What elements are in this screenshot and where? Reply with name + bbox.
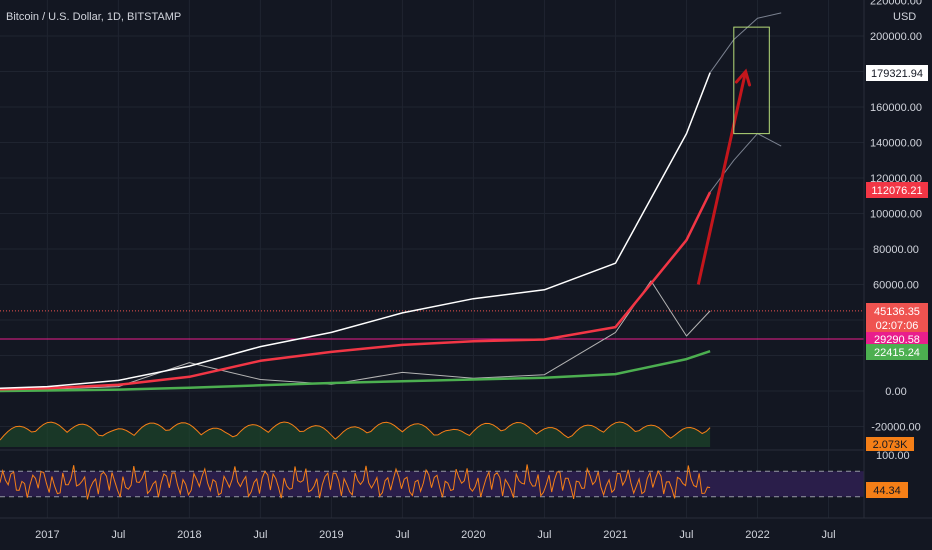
arrow-shaft [696, 71, 748, 285]
oscillator-histogram [0, 422, 711, 447]
time-tick-label: 2020 [461, 529, 485, 541]
mid-band-line [0, 191, 712, 391]
tag-oscillator: 2.073K [866, 437, 914, 451]
time-tick-label: Jul [253, 529, 267, 541]
price-series-line [0, 280, 711, 391]
tag-countdown-text: 02:07:06 [876, 320, 919, 332]
tag-horizontal-level-text: 29290.58 [874, 334, 920, 346]
chart-title: Bitcoin / U.S. Dollar, 1D, BITSTAMP [6, 11, 181, 23]
price-tick-label: 200000.00 [870, 31, 922, 43]
time-tick-label: 2018 [177, 529, 201, 541]
time-tick-label: Jul [679, 529, 693, 541]
series-layer [0, 12, 864, 393]
price-tick-label: -20000.00 [871, 422, 921, 434]
price-tick-label: 160000.00 [870, 102, 922, 114]
tag-upper-band-text: 179321.94 [871, 68, 923, 80]
price-tick-label: 60000.00 [873, 280, 919, 292]
tag-mid-band-text: 112076.21 [871, 185, 922, 197]
time-axis-ticks: 2017 Jul 2018 Jul 2019 Jul 2020 Jul 2021 Jul 2022 J… [35, 529, 835, 541]
price-tick-label: 100000.00 [870, 209, 922, 221]
rsi-line [0, 464, 711, 500]
time-tick-label: 2019 [319, 529, 343, 541]
projection-box [733, 26, 770, 135]
time-tick-label: Jul [395, 529, 409, 541]
tag-rsi-text: 44.34 [873, 485, 901, 497]
time-tick-label: 2017 [35, 529, 59, 541]
tag-mid-band: 112076.21 [866, 182, 928, 198]
price-tick-label: 220000.00 [870, 0, 922, 8]
tag-last-price: 45136.35 02:07:06 [866, 303, 928, 334]
currency-label: USD [893, 11, 916, 23]
time-tick-label: Jul [821, 529, 835, 541]
price-tick-label: 140000.00 [870, 138, 922, 150]
tag-rsi: 44.34 [866, 482, 908, 498]
time-tick-label: 2022 [745, 529, 769, 541]
tag-last-price-text: 45136.35 [874, 306, 920, 318]
oscillator-line [0, 421, 711, 441]
price-tick-label: 80000.00 [873, 244, 919, 256]
tag-upper-band: 179321.94 [866, 65, 928, 81]
time-tick-label: Jul [537, 529, 551, 541]
tag-oscillator-text: 2.073K [873, 439, 909, 451]
rsi-pane [0, 464, 864, 500]
time-tick-label: Jul [111, 529, 125, 541]
oscillator-pane [0, 421, 711, 447]
time-tick-label: 2021 [603, 529, 627, 541]
upper-projection-line [709, 12, 782, 73]
arrow-head [734, 68, 752, 87]
lower-band-line [0, 350, 711, 393]
tag-lower-band: 22415.24 [866, 344, 928, 360]
rsi-axis-top: 100.00 [876, 450, 910, 462]
annotations [696, 26, 770, 285]
price-tick-label: 0.00 [885, 386, 906, 398]
tag-lower-band-text: 22415.24 [874, 347, 920, 359]
tag-horizontal-level: 29290.58 [866, 332, 928, 346]
upper-band-line [0, 72, 711, 390]
